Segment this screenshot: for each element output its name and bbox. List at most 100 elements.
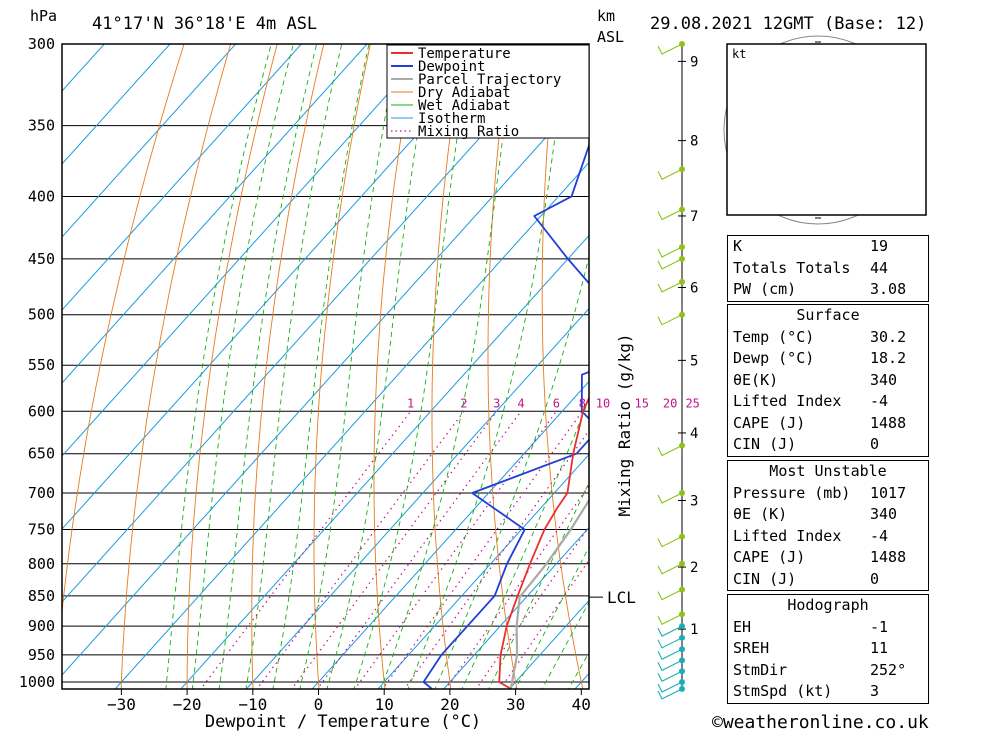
dry-adiabat-line xyxy=(186,44,278,689)
mixing-ratio-label: 8 xyxy=(579,396,586,410)
wind-barb xyxy=(657,43,683,55)
km-tick-label: 4 xyxy=(690,426,698,442)
pressure-tick-label: 600 xyxy=(28,402,55,420)
legend-label-isotherm: Isotherm xyxy=(418,111,485,127)
dry-adiabat-line xyxy=(313,44,371,689)
wet-adiabat-line xyxy=(353,44,472,689)
wind-barb xyxy=(657,168,683,181)
index-label: CIN (J) xyxy=(733,569,797,588)
index-label: Dewp (°C) xyxy=(733,349,815,367)
wind-barb xyxy=(657,314,683,326)
wet-adiabat-line xyxy=(245,44,343,689)
index-label: EH xyxy=(733,617,752,636)
pressure-tick-label: 400 xyxy=(28,187,55,205)
dry-adiabat-line xyxy=(62,44,185,616)
km-unit-label: km xyxy=(597,7,615,25)
index-value: 1488 xyxy=(870,413,907,432)
pressure-tick-label: 550 xyxy=(28,356,55,374)
index-label: CAPE (J) xyxy=(733,548,806,566)
index-label: K xyxy=(733,237,743,255)
wet-adiabat-line xyxy=(218,44,318,689)
index-label: CIN (J) xyxy=(733,435,797,453)
pressure-tick-label: 850 xyxy=(28,587,55,605)
wind-barb xyxy=(657,637,683,649)
index-value: -4 xyxy=(870,526,889,545)
index-row: Lifted Index -4 xyxy=(728,526,928,548)
index-value: 1488 xyxy=(870,548,907,566)
mixing-ratio-line xyxy=(316,410,522,689)
wet-adiabat-line xyxy=(326,44,434,689)
pressure-tick-label: 450 xyxy=(28,250,55,268)
mixing-ratio-line xyxy=(199,410,412,689)
mixing-ratio-label: 15 xyxy=(635,396,649,410)
parcel-trajectory-line xyxy=(509,498,589,689)
isotherm-line xyxy=(62,44,368,384)
hodograph-frame xyxy=(726,43,927,216)
index-row: SREH 11 xyxy=(728,638,928,660)
x-tick-label: −30 xyxy=(107,695,136,714)
x-axis-label: Dewpoint / Temperature (°C) xyxy=(205,712,481,732)
index-value: 19 xyxy=(870,237,889,255)
index-row: StmSpd (kt) 3 xyxy=(728,681,928,703)
mixing-ratio-label: 10 xyxy=(596,396,610,410)
dry-adiabat-line xyxy=(927,7,1000,708)
mixing-ratio-line xyxy=(354,410,557,689)
legend-label-wet-adiabat: Wet Adiabat xyxy=(418,98,511,114)
isotherm-line xyxy=(311,380,589,689)
isotherm-line xyxy=(442,526,589,689)
isotherm-line xyxy=(180,234,589,689)
indices-table-most-unstable: Most Unstable Pressure (mb) 1017 θE (K) 34… xyxy=(727,460,929,591)
mixing-ratio-label: 25 xyxy=(685,396,699,410)
km-tick-label: 5 xyxy=(690,353,698,369)
index-row: Lifted Index -4 xyxy=(728,391,928,413)
km-tick-label: 6 xyxy=(690,281,698,297)
isotherm-line xyxy=(62,44,237,238)
plot-frame xyxy=(61,43,590,690)
pressure-tick-label: 300 xyxy=(28,35,55,53)
mixing-ratio-line xyxy=(499,559,589,689)
km-tick-label: 7 xyxy=(690,209,698,225)
wind-barb xyxy=(657,246,683,258)
legend-label-dewpoint: Dewpoint xyxy=(418,59,485,75)
mixing-ratio-label: 4 xyxy=(517,396,524,410)
wet-adiabat-line xyxy=(407,44,569,689)
km-tick-label: 3 xyxy=(690,494,698,510)
x-tick-label: 0 xyxy=(314,695,324,714)
index-value: 18.2 xyxy=(870,349,907,367)
mixing-ratio-label: 2 xyxy=(460,396,467,410)
index-label: Temp (°C) xyxy=(733,327,815,346)
datetime-title: 29.08.2021 12GMT (Base: 12) xyxy=(650,14,926,34)
index-label: Lifted Index xyxy=(733,392,842,410)
dry-adiabat-line xyxy=(120,44,232,689)
wind-barb xyxy=(657,492,683,504)
x-tick-label: 40 xyxy=(572,695,591,714)
mixing-ratio-line xyxy=(445,484,589,689)
pressure-tick-label: 900 xyxy=(28,617,55,635)
wind-barb xyxy=(657,445,683,457)
index-row: θE (K) 340 xyxy=(728,504,928,526)
dry-adiabat-line xyxy=(431,44,464,689)
legend: Temperature Dewpoint Parcel Trajectory D… xyxy=(386,44,590,140)
index-label: θE (K) xyxy=(733,505,788,523)
index-row: EH -1 xyxy=(728,617,928,639)
index-label: θE(K) xyxy=(733,370,779,389)
wind-barb xyxy=(657,613,683,625)
index-row-k: K 19 xyxy=(728,236,928,258)
mixing-ratio-line xyxy=(256,410,465,689)
wind-barb xyxy=(657,688,683,700)
index-row-totals: Totals Totals 44 xyxy=(728,258,928,280)
index-value: 3.08 xyxy=(870,280,907,298)
x-tick-label: 10 xyxy=(375,695,394,714)
index-value: 1017 xyxy=(870,483,907,502)
index-row: CIN (J) 0 xyxy=(728,569,928,591)
isotherm-line xyxy=(62,44,105,92)
location-title: 41°17'N 36°18'E 4m ASL xyxy=(92,14,317,34)
index-value: -1 xyxy=(870,617,889,636)
legend-label-parcel: Parcel Trajectory xyxy=(418,72,561,88)
wet-adiabat-line xyxy=(272,44,370,689)
index-row: StmDir 252° xyxy=(728,660,928,682)
index-value: 44 xyxy=(870,258,889,277)
index-label: StmDir xyxy=(733,660,788,679)
